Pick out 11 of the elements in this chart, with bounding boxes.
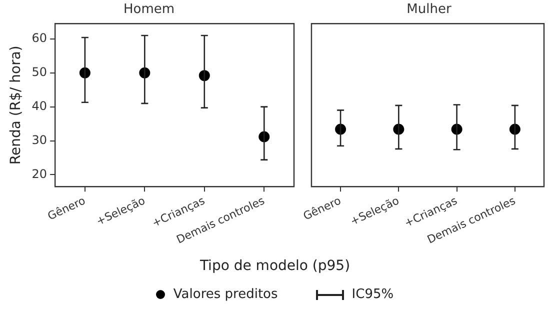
legend-label: Valores preditos (173, 287, 278, 302)
x-axis-title: Tipo de modelo (p95) (198, 258, 352, 274)
y-tick-label: 60 (32, 31, 48, 46)
chart-title: Homem (123, 2, 175, 18)
y-tick-label: 30 (32, 132, 48, 147)
y-tick-label: 20 (32, 166, 48, 181)
y-tick-label: 50 (32, 64, 48, 79)
chart-title: Mulher (406, 2, 452, 18)
y-tick-label: 40 (32, 98, 48, 113)
y-axis-title: Renda (R$/ hora) (8, 46, 24, 165)
text: IC95% (352, 287, 394, 302)
